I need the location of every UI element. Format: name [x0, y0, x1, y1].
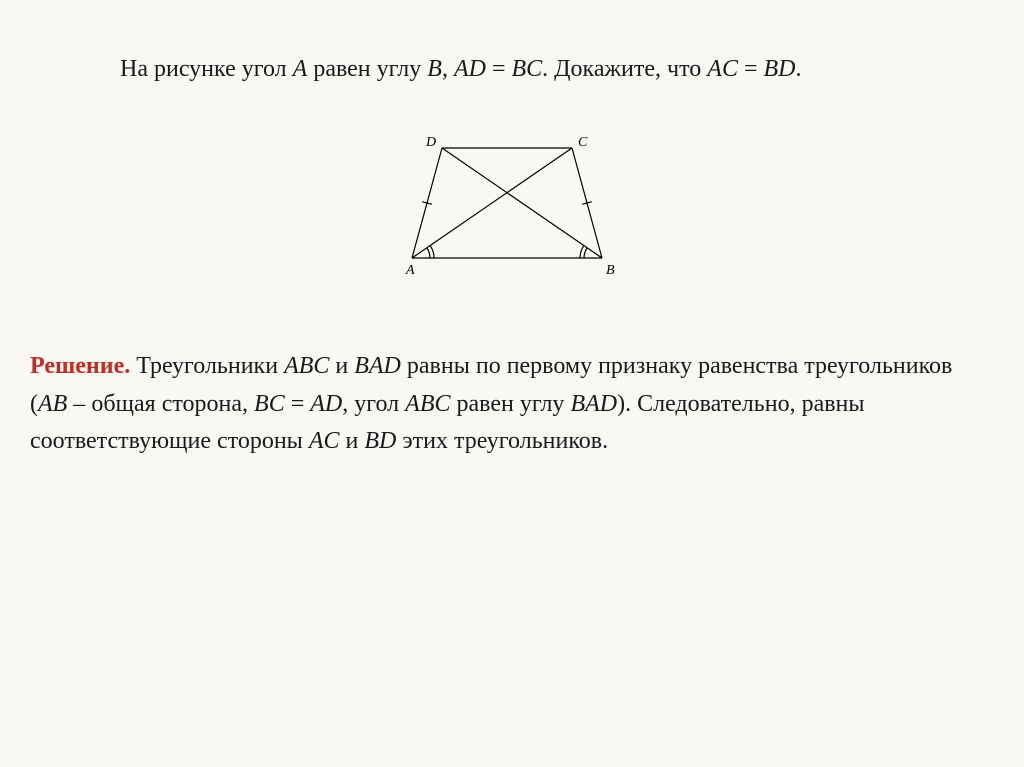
diagram-container: A B C D: [30, 118, 994, 288]
svg-text:C: C: [578, 135, 588, 150]
var: A: [293, 56, 308, 82]
solution: Решение. Треугольники ABC и BAD равны по…: [30, 348, 994, 460]
solution-label: Решение.: [30, 353, 130, 379]
svg-text:B: B: [606, 263, 615, 278]
var: BD: [364, 428, 396, 454]
var: AD: [310, 391, 342, 417]
var: AD: [454, 56, 486, 82]
text: , угол: [342, 391, 405, 417]
text: – общая сторона,: [67, 391, 254, 417]
problem-statement: На рисунке угол A равен углу B, AD = BC.…: [30, 50, 994, 88]
text: равен углу: [307, 56, 427, 82]
var: BC: [511, 56, 542, 82]
var: ABC: [405, 391, 450, 417]
text: и: [339, 428, 364, 454]
text: =: [486, 56, 512, 82]
text: .: [796, 56, 802, 82]
svg-text:A: A: [405, 263, 415, 278]
text: На рисунке угол: [120, 56, 293, 82]
var: BAD: [354, 353, 401, 379]
text: этих треугольников.: [396, 428, 608, 454]
var: B: [427, 56, 442, 82]
svg-text:D: D: [425, 135, 436, 150]
text: =: [285, 391, 311, 417]
var: BD: [764, 56, 796, 82]
text: =: [738, 56, 764, 82]
text: равен углу: [450, 391, 570, 417]
var: AC: [707, 56, 738, 82]
var: BC: [254, 391, 285, 417]
text: . Докажите, что: [542, 56, 707, 82]
text: ,: [442, 56, 454, 82]
text: и: [329, 353, 354, 379]
var: BAD: [570, 391, 617, 417]
text: Треугольники: [130, 353, 284, 379]
geometry-diagram: A B C D: [372, 118, 652, 288]
var: AB: [38, 391, 67, 417]
var: AC: [309, 428, 340, 454]
var: ABC: [284, 353, 329, 379]
